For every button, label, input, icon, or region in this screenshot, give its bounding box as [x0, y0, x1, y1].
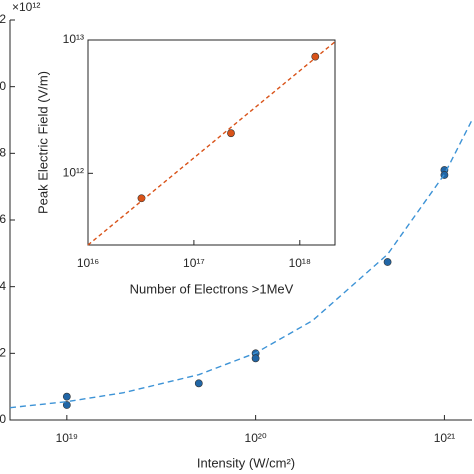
- inset-background: [87, 39, 336, 246]
- y-tick-label: 10¹³: [63, 32, 84, 46]
- x-tick-label: 10²⁰: [245, 431, 267, 445]
- data-point: [194, 379, 203, 388]
- y-tick-label: 8: [0, 146, 6, 160]
- fit-line: [9, 119, 473, 409]
- data-point: [311, 52, 320, 61]
- x-axis-label: Number of Electrons >1MeV: [130, 281, 294, 296]
- data-point: [62, 392, 71, 401]
- data-point: [62, 401, 71, 409]
- x-tick-label: 10¹⁸: [289, 256, 311, 270]
- x-axis-label: Intensity (W/cm²): [197, 455, 295, 470]
- data-point: [383, 258, 392, 266]
- y-tick-label: 2: [0, 346, 6, 360]
- y-tick-label: 0: [0, 412, 6, 426]
- y-tick-label: 6: [0, 212, 6, 226]
- x-tick-label: 10¹⁹: [56, 431, 78, 445]
- y-tick-label: 4: [0, 279, 6, 293]
- data-point: [227, 129, 235, 138]
- data-point: [251, 354, 260, 363]
- x-tick-label: 10¹⁷: [183, 256, 205, 270]
- y-tick-label: 12: [0, 12, 6, 26]
- x-tick-label: 10¹⁶: [77, 256, 99, 270]
- y-tick-label: 10¹²: [63, 165, 84, 179]
- fit-line: [87, 41, 336, 246]
- y-multiplier: ×10¹²: [12, 0, 40, 14]
- x-tick-label: 10²¹: [434, 431, 455, 445]
- y-axis-label: Peak Electric Field (V/m): [35, 71, 50, 214]
- y-tick-label: 10: [0, 79, 6, 93]
